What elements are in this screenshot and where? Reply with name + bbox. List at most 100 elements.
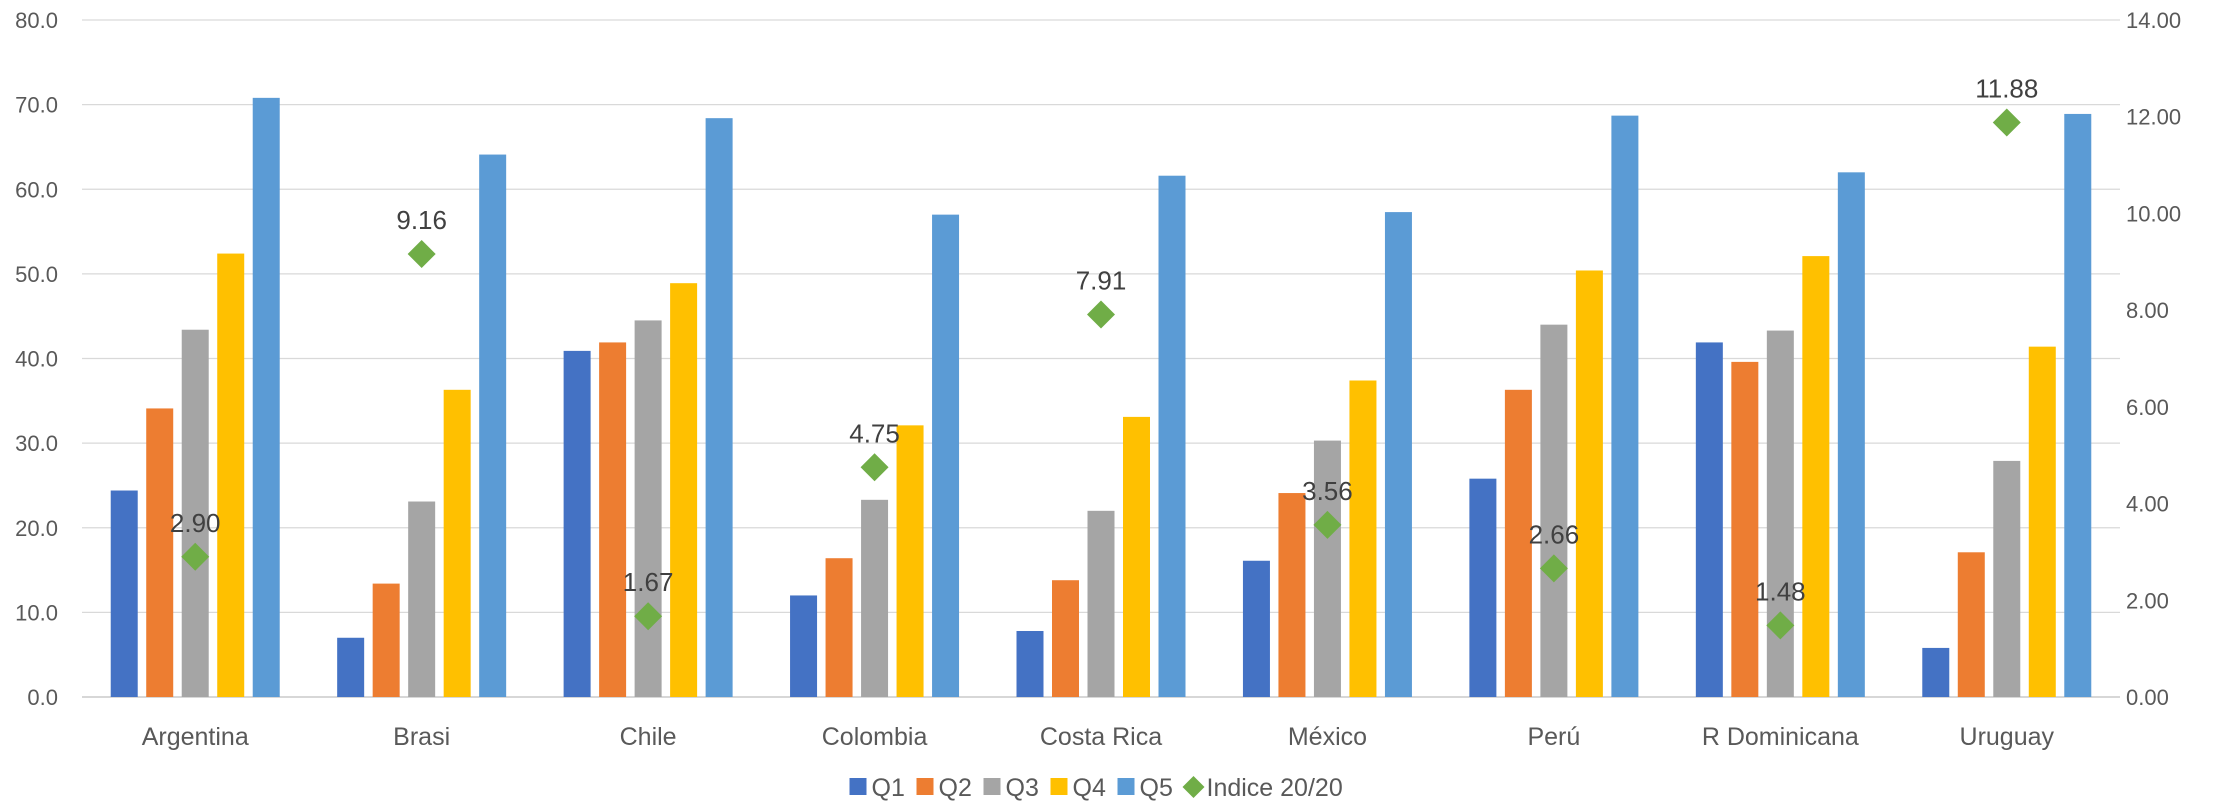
bar-q1 [1469, 478, 1497, 697]
bar-q2 [599, 342, 627, 697]
indice-data-label: 2.90 [170, 508, 221, 538]
bar-series [110, 97, 2092, 698]
bar-q1 [1242, 560, 1270, 697]
indice-marker [1087, 300, 1115, 329]
right-axis-tick-label: 8.00 [2126, 298, 2169, 323]
bar-q5 [705, 118, 733, 698]
legend-item-q3: Q3 [983, 774, 1039, 802]
indice-marker [1992, 108, 2021, 137]
legend-swatch [849, 778, 867, 795]
legend-swatch [983, 778, 1001, 795]
bar-q3 [408, 501, 436, 697]
legend-item-q1: Q1 [849, 774, 905, 802]
indice-marker [1539, 554, 1568, 583]
indice-marker [407, 240, 436, 269]
bar-q4 [2028, 346, 2056, 697]
indice-data-label: 1.48 [1755, 576, 1806, 606]
bar-q5 [252, 97, 280, 698]
bar-q5 [1837, 172, 1865, 697]
category-label: Uruguay [1960, 723, 2055, 751]
indice-data-label: 9.16 [396, 205, 447, 235]
right-axis-ticks: 0.00 2.00 4.00 6.00 8.00 10.00 12.00 14.00 [2126, 8, 2181, 710]
left-axis-tick-label: 80.0 [15, 8, 58, 33]
bar-q2 [372, 583, 400, 697]
left-axis-tick-label: 30.0 [15, 431, 58, 456]
bar-q4 [896, 425, 924, 697]
left-axis-tick-label: 40.0 [15, 347, 58, 372]
legend-swatch [916, 778, 934, 795]
bar-q1 [110, 490, 138, 697]
legend-label: Q3 [1006, 774, 1039, 801]
bar-q5 [479, 154, 507, 697]
indice-data-label: 11.88 [1975, 74, 2038, 104]
bar-q3 [1313, 440, 1341, 697]
right-axis-tick-label: 4.00 [2126, 492, 2169, 517]
right-axis-tick-label: 12.00 [2126, 105, 2181, 130]
indice-marker [1313, 510, 1342, 539]
bar-q1 [1695, 342, 1723, 697]
left-axis-tick-label: 10.0 [15, 600, 58, 625]
indice-marker [181, 542, 210, 571]
category-label: Colombia [822, 723, 928, 751]
bar-q1 [790, 595, 818, 697]
bar-q3 [861, 499, 889, 697]
bar-q4 [443, 389, 471, 697]
category-label: Argentina [142, 723, 249, 751]
right-axis-tick-label: 2.00 [2126, 588, 2169, 613]
bar-q3 [181, 329, 209, 697]
bar-q3 [1087, 510, 1115, 697]
left-axis-tick-label: 20.0 [15, 516, 58, 541]
bar-q2 [146, 408, 174, 697]
left-axis-tick-label: 0.0 [27, 685, 58, 710]
left-axis-tick-label: 70.0 [15, 93, 58, 118]
right-axis-tick-label: 14.00 [2126, 8, 2181, 33]
legend-swatch [1050, 778, 1068, 795]
bar-q2 [1052, 580, 1079, 697]
right-axis-tick-label: 0.00 [2126, 685, 2169, 710]
legend-item-q5: Q5 [1117, 774, 1173, 802]
bar-q2 [1731, 361, 1759, 697]
left-axis-tick-label: 60.0 [15, 177, 58, 202]
bar-q4 [1802, 256, 1830, 697]
bar-q2 [825, 558, 853, 697]
legend-item-q2: Q2 [916, 774, 972, 802]
bar-q5 [1384, 212, 1412, 697]
category-label: Chile [620, 723, 677, 751]
bar-q2 [1504, 389, 1532, 697]
bar-q1 [563, 350, 591, 697]
legend-item-indice-20-20: Indice 20/20 [1182, 774, 1343, 802]
bar-q3 [1993, 460, 2021, 697]
right-axis-tick-label: 10.00 [2126, 201, 2181, 226]
indice-data-label: 3.56 [1302, 476, 1353, 506]
legend-label: Indice 20/20 [1207, 774, 1343, 801]
bar-q3 [1540, 324, 1568, 697]
indice-data-label: 2.66 [1529, 519, 1580, 549]
indice-marker [860, 453, 889, 482]
bar-q4 [217, 253, 245, 697]
legend-label: Q2 [939, 774, 972, 801]
legend-label: Q4 [1073, 774, 1106, 801]
bar-q4 [1575, 270, 1603, 697]
bar-q4 [1123, 416, 1150, 697]
bar-q2 [1957, 552, 1985, 697]
legend-swatch [1182, 776, 1205, 798]
legend: Q1 Q2 Q3 Q4 Q5 Indice 20/20 [849, 774, 1343, 802]
bar-q1 [1016, 630, 1044, 697]
indice-data-label: 4.75 [849, 418, 900, 448]
left-axis-ticks: 0.0 10.0 20.0 30.0 40.0 50.0 60.0 70.0 80.0 [15, 8, 58, 710]
category-label: México [1288, 723, 1367, 751]
indice-marker [1766, 611, 1795, 640]
bar-q4 [670, 283, 698, 697]
bar-q5 [2064, 113, 2092, 698]
legend-swatch [1117, 778, 1135, 795]
indice-data-label: 1.67 [623, 567, 674, 597]
bar-q5 [932, 214, 960, 697]
bar-q5 [1158, 175, 1186, 697]
category-label: R Dominicana [1702, 723, 1859, 751]
bar-q5 [1611, 115, 1639, 698]
legend-item-q4: Q4 [1050, 774, 1106, 802]
bar-q1 [1922, 647, 1950, 697]
category-label: Costa Rica [1040, 723, 1162, 751]
